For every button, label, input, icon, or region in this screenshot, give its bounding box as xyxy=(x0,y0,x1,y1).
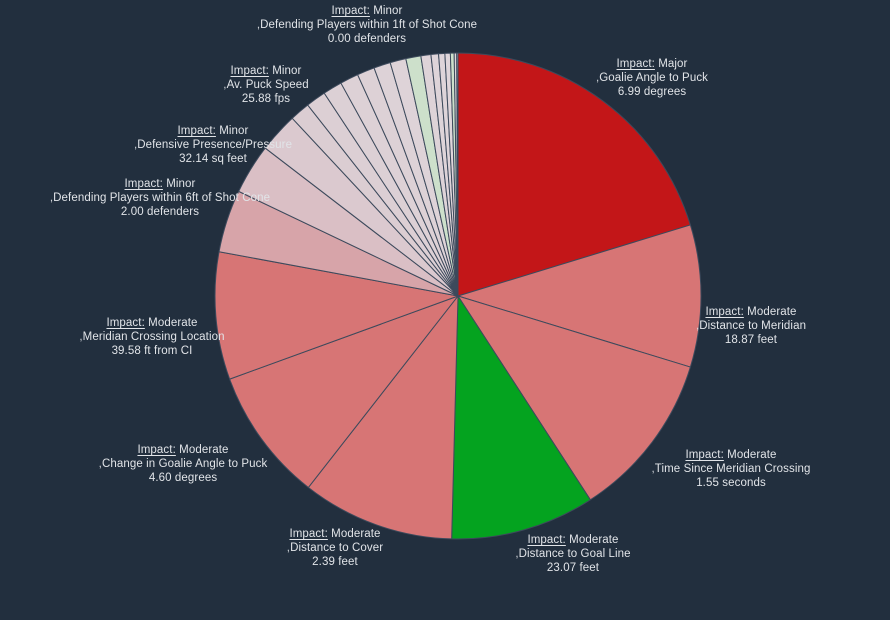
slice-name: Distance to Goal Line xyxy=(518,548,631,560)
name-prefix: , xyxy=(256,19,261,31)
slice-name-line: ,Change in Goalie Angle to Puck xyxy=(99,457,268,471)
slice-name: Change in Goalie Angle to Puck xyxy=(101,458,268,470)
name-prefix: , xyxy=(223,79,227,91)
slice-value: 18.87 feet xyxy=(724,334,778,346)
slice-label: Impact: Moderate ,Time Since Meridian Cr… xyxy=(651,448,810,490)
pie-slice-3[interactable] xyxy=(451,295,591,540)
impact-word: Impact: xyxy=(106,317,145,329)
slice-name-line: ,Av. Puck Speed xyxy=(223,78,308,92)
slice-value: 25.88 fps xyxy=(241,93,291,105)
name-prefix: , xyxy=(695,320,700,332)
slice-label: Impact: Moderate ,Distance to Cover 2.39… xyxy=(287,527,383,569)
slice-name: Distance to Meridian xyxy=(699,320,807,332)
slice-name-line: ,Defending Players within 6ft of Shot Co… xyxy=(50,191,270,205)
impact-word: Impact: xyxy=(289,528,328,540)
impact-level: Minor xyxy=(166,178,196,190)
slice-name: Defensive Presence/Pressure xyxy=(137,139,293,151)
impact-word: Impact: xyxy=(124,178,163,190)
slice-label: Impact: Minor ,Av. Puck Speed 25.88 fps xyxy=(223,64,308,106)
slice-impact-line: Impact: Moderate xyxy=(651,448,810,462)
name-prefix: , xyxy=(286,542,291,554)
slice-name-line: ,Meridian Crossing Location xyxy=(79,330,224,344)
name-prefix: , xyxy=(651,463,655,475)
slice-name: Av. Puck Speed xyxy=(226,79,309,91)
slice-label: Impact: Moderate ,Meridian Crossing Loca… xyxy=(79,316,224,358)
slice-impact-line: Impact: Minor xyxy=(134,124,292,138)
slice-impact-line: Impact: Moderate xyxy=(287,527,383,541)
name-prefix: , xyxy=(98,458,102,470)
impact-word: Impact: xyxy=(616,58,655,70)
pie-slice-5[interactable] xyxy=(229,295,459,488)
impact-word: Impact: xyxy=(331,5,370,17)
impact-level: Moderate xyxy=(727,449,777,461)
slice-value: 0.00 defenders xyxy=(327,33,407,45)
pie-slice-4[interactable] xyxy=(307,295,459,540)
slice-name-line: ,Distance to Cover xyxy=(287,541,383,555)
impact-level: Minor xyxy=(219,125,249,137)
slice-impact-line: Impact: Moderate xyxy=(696,305,806,319)
impact-level: Minor xyxy=(373,5,403,17)
impact-word: Impact: xyxy=(230,65,269,77)
slice-label: Impact: Moderate ,Distance to Goal Line … xyxy=(515,533,630,575)
slice-impact-line: Impact: Minor xyxy=(223,64,308,78)
slice-value: 1.55 seconds xyxy=(696,477,766,489)
pie-slice-6[interactable] xyxy=(214,251,459,380)
slice-name: Distance to Cover xyxy=(290,542,384,554)
slice-label: Impact: Moderate ,Distance to Meridian 1… xyxy=(696,305,806,347)
name-prefix: , xyxy=(515,548,519,560)
slice-name-line: ,Time Since Meridian Crossing xyxy=(651,462,810,476)
slice-name: Meridian Crossing Location xyxy=(82,331,225,343)
slice-name-line: ,Distance to Meridian xyxy=(696,319,806,333)
impact-level: Moderate xyxy=(179,444,229,456)
slice-name-line: ,Goalie Angle to Puck xyxy=(596,71,708,85)
impact-level: Moderate xyxy=(148,317,198,329)
slice-label: Impact: Major ,Goalie Angle to Puck 6.99… xyxy=(596,57,708,99)
slice-name: Defending Players within 6ft of Shot Con… xyxy=(53,192,271,204)
slice-name-line: ,Defending Players within 1ft of Shot Co… xyxy=(257,18,477,32)
pie-sliver[interactable] xyxy=(456,52,459,297)
slice-value: 2.39 feet xyxy=(312,556,358,568)
impact-word: Impact: xyxy=(685,449,724,461)
slice-name: Goalie Angle to Puck xyxy=(599,72,709,84)
name-prefix: , xyxy=(79,331,83,343)
slice-name: Time Since Meridian Crossing xyxy=(654,463,811,475)
impact-level: Moderate xyxy=(331,528,381,540)
impact-level: Moderate xyxy=(747,306,797,318)
name-prefix: , xyxy=(49,192,54,204)
impact-word: Impact: xyxy=(137,444,176,456)
impact-word: Impact: xyxy=(177,125,216,137)
pie-slice-0[interactable] xyxy=(457,52,691,297)
slice-impact-line: Impact: Moderate xyxy=(99,443,268,457)
name-prefix: , xyxy=(595,72,600,84)
slice-value: 4.60 degrees xyxy=(148,472,218,484)
slice-impact-line: Impact: Moderate xyxy=(515,533,630,547)
slice-impact-line: Impact: Minor xyxy=(50,177,270,191)
impact-word: Impact: xyxy=(527,534,566,546)
slice-label: Impact: Minor ,Defending Players within … xyxy=(50,177,270,219)
slice-value: 2.00 defenders xyxy=(120,206,200,218)
slice-label: Impact: Moderate ,Change in Goalie Angle… xyxy=(99,443,268,485)
slice-impact-line: Impact: Major xyxy=(596,57,708,71)
pie-slice-2[interactable] xyxy=(457,295,691,501)
pie-slice-1[interactable] xyxy=(457,224,702,368)
slice-value: 6.99 degrees xyxy=(617,86,687,98)
impact-level: Moderate xyxy=(569,534,619,546)
slice-impact-line: Impact: Moderate xyxy=(79,316,224,330)
impact-level: Major xyxy=(658,58,688,70)
name-prefix: , xyxy=(133,139,138,151)
impact-level: Minor xyxy=(272,65,302,77)
slice-name: Defending Players within 1ft of Shot Con… xyxy=(260,19,478,31)
slice-label: Impact: Minor ,Defensive Presence/Pressu… xyxy=(134,124,292,166)
slice-value: 32.14 sq feet xyxy=(179,153,247,165)
slice-value: 23.07 feet xyxy=(546,562,600,574)
slice-impact-line: Impact: Minor xyxy=(257,4,477,18)
slice-label: Impact: Minor ,Defending Players within … xyxy=(257,4,477,46)
slice-name-line: ,Distance to Goal Line xyxy=(515,547,630,561)
slice-name-line: ,Defensive Presence/Pressure xyxy=(134,138,292,152)
slice-value: 39.58 ft from CI xyxy=(111,345,193,357)
impact-word: Impact: xyxy=(705,306,744,318)
